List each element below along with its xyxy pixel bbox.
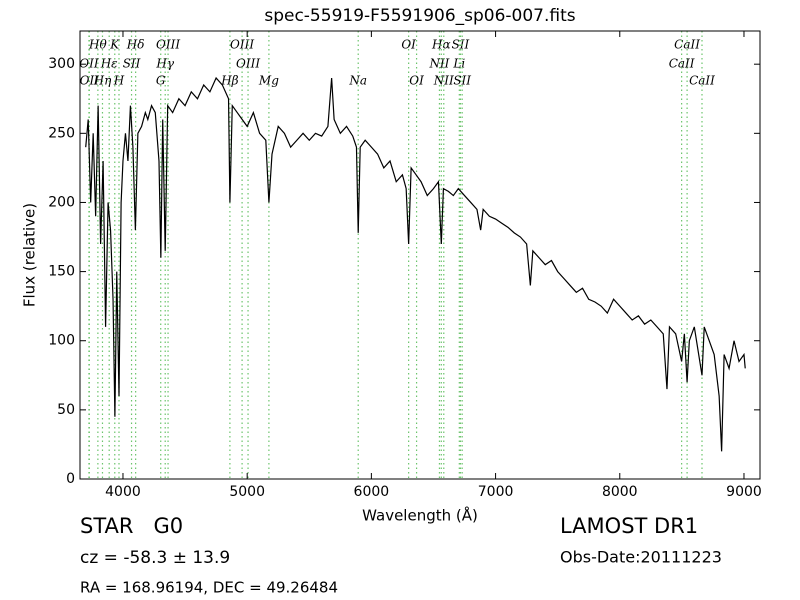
x-tick-label: 8000 [602, 484, 638, 500]
y-tick-label: 250 [48, 125, 75, 141]
spectral-line-label: CaII [689, 74, 715, 88]
x-tick-label: 5000 [229, 484, 265, 500]
y-tick-label: 300 [48, 56, 75, 72]
spectral-line-label: Mg [258, 74, 279, 88]
spectral-line-label: CaII [669, 57, 695, 71]
spectral-line-label: OIII [236, 57, 260, 71]
redshift: cz = -58.3 ± 13.9 [80, 548, 230, 568]
chart-title: spec-55919-F5591906_sp06-007.fits [264, 6, 575, 26]
spectrum-line [85, 76, 746, 452]
spectral-line-label: Hγ [155, 57, 174, 71]
y-tick-label: 150 [48, 264, 75, 280]
obs-date: Obs-Date:20111223 [560, 548, 722, 567]
survey-name: LAMOST DR1 [560, 514, 698, 538]
spectral-line-label: Hε [100, 57, 118, 71]
y-axis-label: Flux (relative) [21, 203, 39, 307]
spectral-line-label: SII [123, 57, 141, 71]
spectral-line-label: G [156, 74, 166, 88]
spectral-line-label: SII [453, 74, 471, 88]
spectral-line-label: Hθ [88, 38, 107, 52]
spectral-line-label: OIII [156, 38, 180, 52]
spectral-line-label: K [109, 38, 120, 52]
y-tick-label: 200 [48, 194, 75, 210]
x-tick-label: 9000 [726, 484, 762, 500]
spectral-line-label: OII [80, 74, 100, 88]
spectral-line-label: SII [452, 38, 470, 52]
spectral-line-label: Hβ [220, 74, 238, 88]
x-tick-label: 4000 [105, 484, 141, 500]
x-tick-label: 6000 [354, 484, 390, 500]
plot-frame [79, 30, 761, 480]
spectral-line-label: NII [428, 57, 449, 71]
spectral-line-label: H [113, 74, 125, 88]
spectral-line-label: NII [433, 74, 454, 88]
spectral-line-label: OI [409, 74, 424, 88]
spectral-line-label: OI [401, 38, 416, 52]
x-tick-label: 7000 [478, 484, 514, 500]
spectral-line-label: CaII [674, 38, 700, 52]
y-tick-label: 100 [48, 333, 75, 349]
spectral-line-label: Hδ [126, 38, 145, 52]
spectral-line-label: Li [452, 57, 465, 71]
spectral-line-label: Na [348, 74, 367, 88]
x-axis-label: Wavelength (Å) [362, 506, 478, 525]
object-class: STAR G0 [80, 514, 183, 538]
y-tick-label: 50 [57, 402, 75, 418]
spectral-line-label: Hα [431, 38, 451, 52]
coordinates: RA = 168.96194, DEC = 49.26484 [80, 579, 338, 597]
spectral-line-label: OIII [230, 38, 254, 52]
spectral-line-label: Hη [93, 74, 112, 88]
y-tick-label: 0 [66, 471, 75, 487]
